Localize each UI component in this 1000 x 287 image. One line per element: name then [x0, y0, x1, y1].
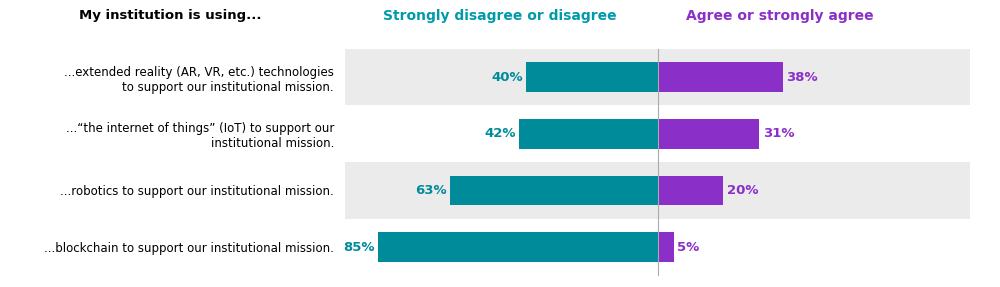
- Bar: [658, 119, 759, 149]
- Text: Strongly disagree or disagree: Strongly disagree or disagree: [383, 9, 617, 23]
- Text: 40%: 40%: [491, 71, 523, 84]
- Text: 5%: 5%: [677, 241, 699, 254]
- Bar: [450, 176, 658, 205]
- Text: 31%: 31%: [763, 127, 794, 140]
- Bar: [345, 162, 970, 219]
- Text: 42%: 42%: [485, 127, 516, 140]
- Bar: [658, 232, 674, 262]
- Text: Agree or strongly agree: Agree or strongly agree: [686, 9, 874, 23]
- Text: 63%: 63%: [415, 184, 447, 197]
- Text: 38%: 38%: [786, 71, 817, 84]
- Bar: [658, 176, 723, 205]
- Bar: [345, 219, 970, 276]
- Text: 20%: 20%: [727, 184, 758, 197]
- Bar: [519, 119, 658, 149]
- Bar: [345, 106, 970, 162]
- Bar: [526, 62, 658, 92]
- Bar: [345, 49, 970, 106]
- Text: My institution is using...: My institution is using...: [79, 9, 261, 22]
- Bar: [658, 62, 782, 92]
- Bar: [378, 232, 658, 262]
- Text: 85%: 85%: [343, 241, 375, 254]
